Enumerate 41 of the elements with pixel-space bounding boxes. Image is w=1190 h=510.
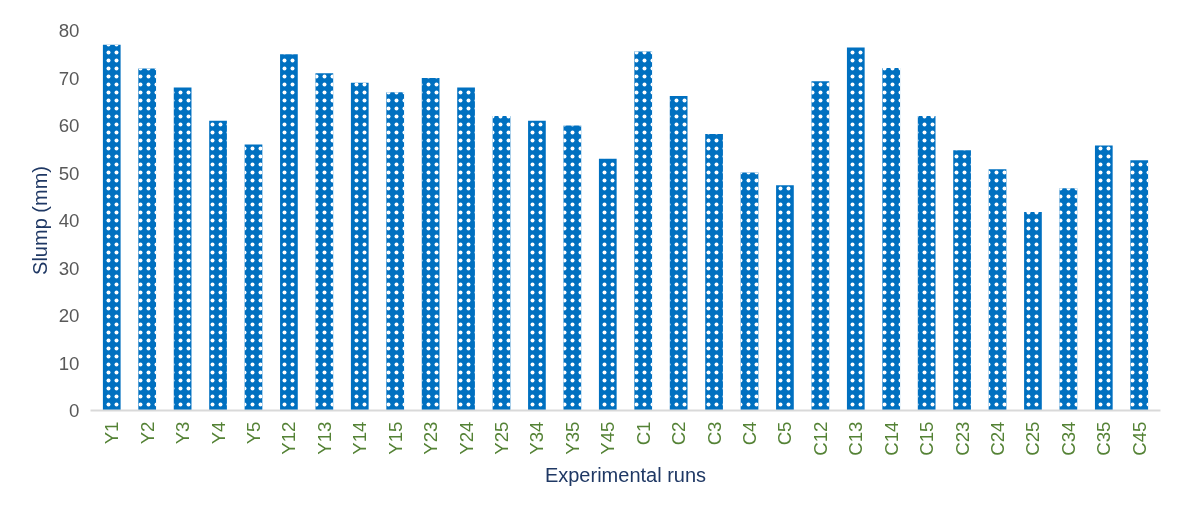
y-tick-label: 30 [58,257,80,279]
x-tick-label: Y45 [597,421,619,455]
x-tick-label: Y13 [313,421,335,455]
y-axis-title: Slump (mm) [28,166,51,275]
x-tick-label: Y4 [207,421,229,445]
x-tick-label: C12 [809,421,831,456]
y-tick-label: 40 [58,210,80,231]
x-tick-label: Y25 [490,421,512,455]
x-tick-label: C4 [739,421,761,446]
x-tick-label: Y35 [561,421,583,455]
x-tick-label: C45 [1128,421,1150,456]
x-tick-label: C35 [1093,421,1115,456]
x-tick-label: C2 [668,421,690,446]
y-tick-label: 20 [58,305,80,326]
x-tick-label: Y1 [101,421,123,445]
x-tick-label: C25 [1022,421,1044,456]
x-tick-label: Y23 [420,421,442,455]
x-tick-label: Y3 [172,421,194,445]
x-tick-label: C15 [916,421,938,456]
x-tick-label: C1 [632,421,654,446]
y-tick-label: 10 [58,352,80,374]
x-tick-label: Y12 [278,421,300,455]
y-tick-label: 0 [69,400,80,421]
x-tick-label: C24 [987,421,1009,456]
x-tick-label: C13 [845,421,867,456]
x-tick-label: C34 [1057,421,1079,456]
x-tick-label: Y14 [349,421,371,455]
y-tick-label: 50 [58,162,80,184]
x-tick-label: C14 [880,421,902,456]
x-tick-label: Y2 [136,421,158,445]
y-tick-label: 80 [58,20,80,41]
x-tick-label: Y15 [384,421,406,455]
x-tick-label: C3 [703,421,725,446]
y-tick-label: 70 [58,67,80,89]
x-tick-label: Y24 [455,421,477,455]
x-tick-label: C5 [774,421,796,446]
x-axis-title: Experimental runs [544,463,707,486]
x-tick-label: Y5 [242,421,264,445]
y-tick-label: 60 [58,115,80,136]
x-tick-label: C23 [951,421,973,456]
x-tick-label: Y34 [526,421,548,455]
